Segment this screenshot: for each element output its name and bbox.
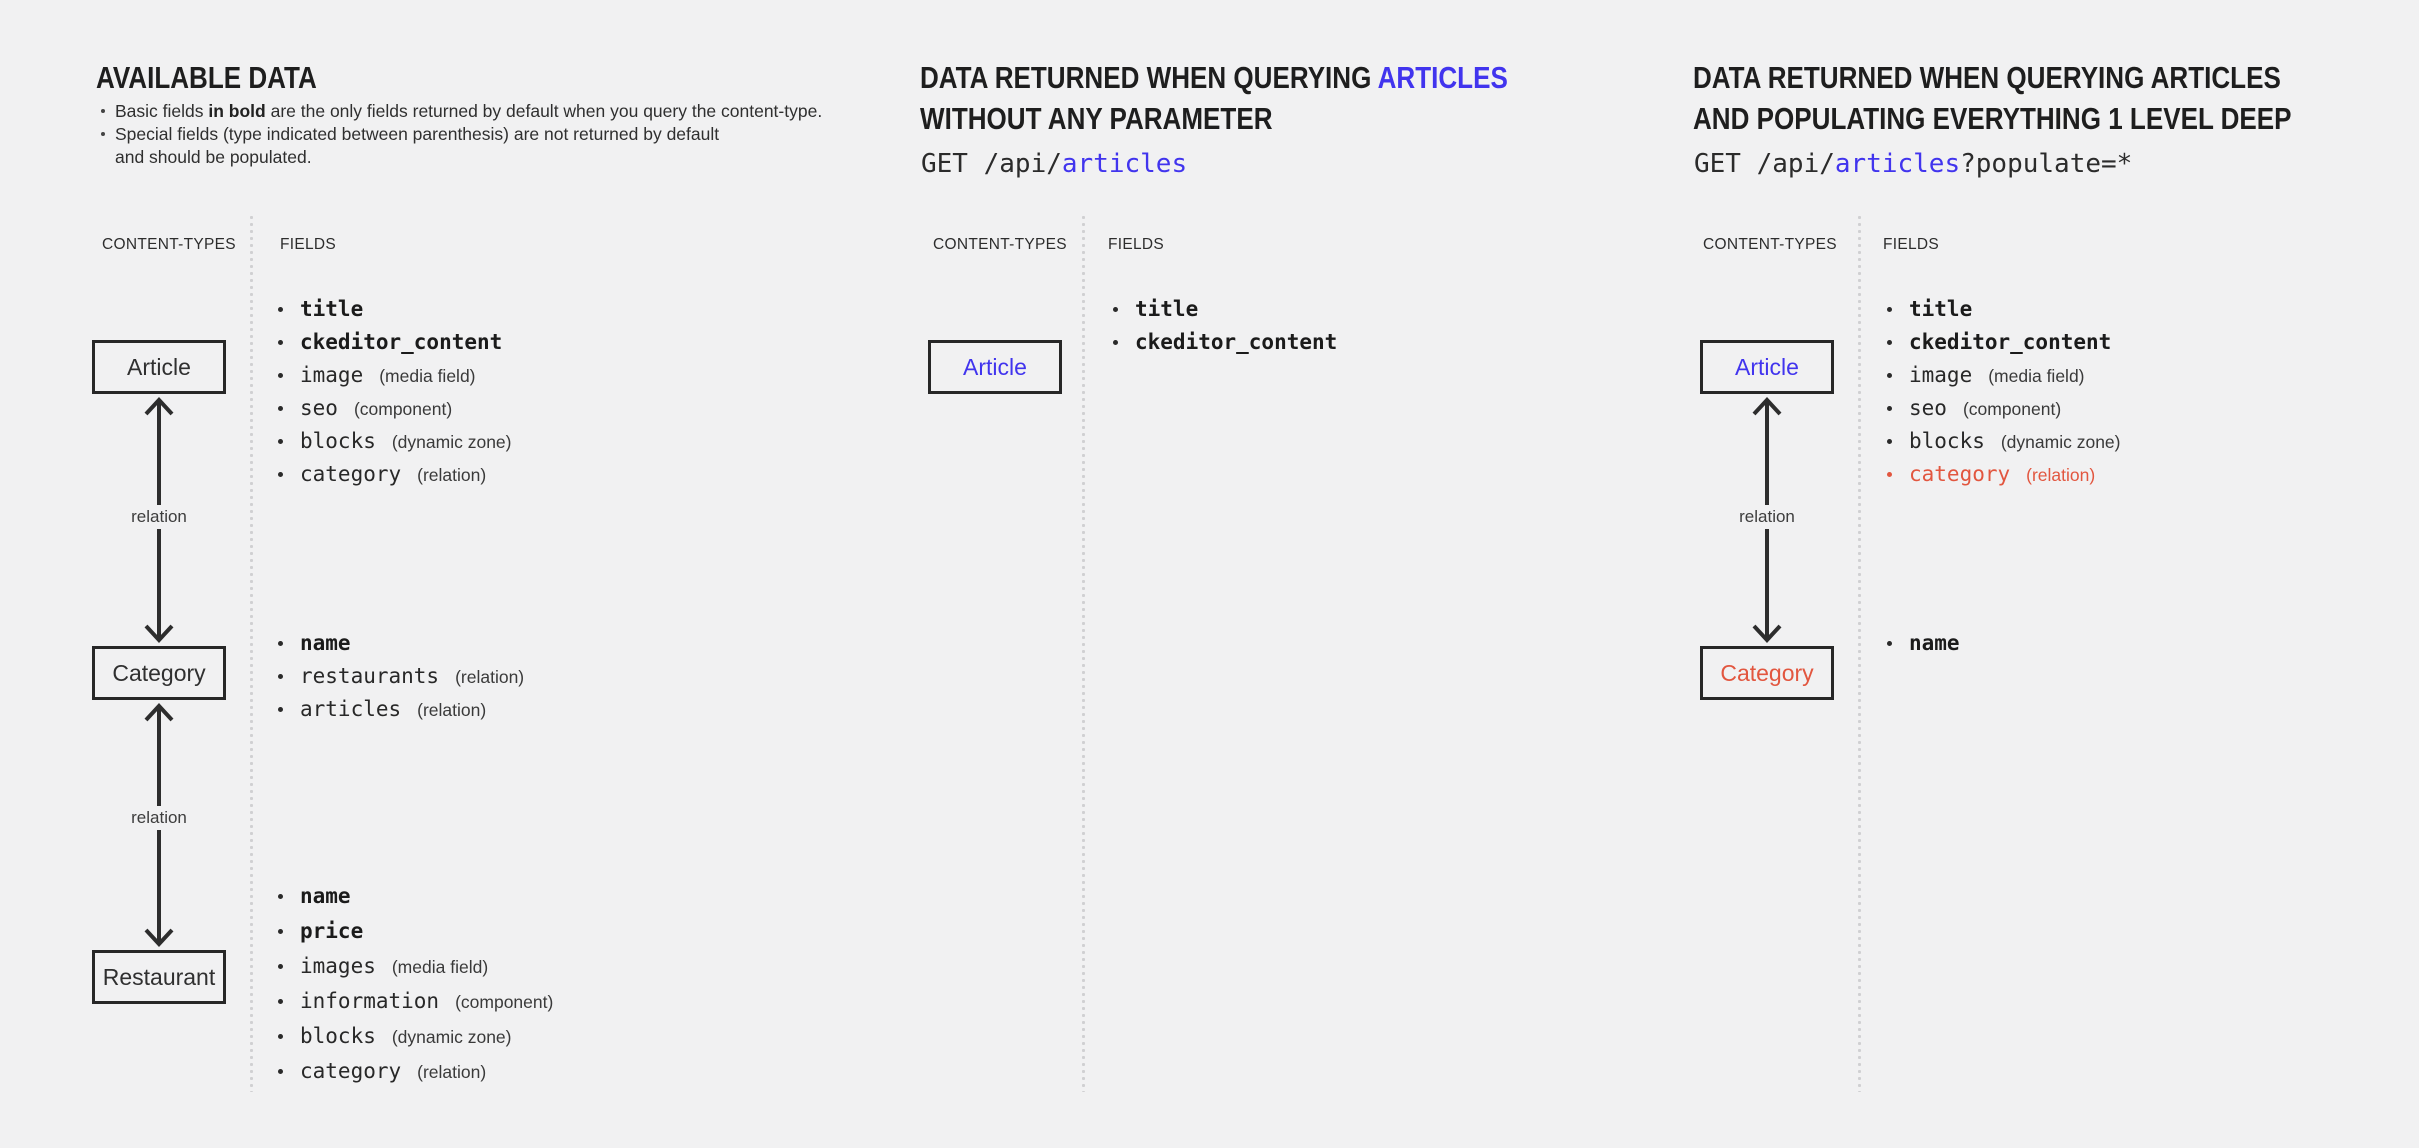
field-row: category (relation): [278, 459, 518, 492]
note-special-fields: Special fields (type indicated between p…: [101, 123, 901, 169]
title-accent-articles: ARTICLES: [1377, 60, 1508, 95]
field-row: category (relation): [278, 1055, 553, 1090]
bullet-icon: [278, 1069, 283, 1074]
bullet-icon: [101, 132, 105, 136]
field-row: title: [1887, 294, 2127, 327]
article-fields-list: title ckeditor_content image (media field…: [278, 294, 518, 492]
field-row: images (media field): [278, 950, 553, 985]
bullet-icon: [278, 439, 283, 444]
bullet-icon: [278, 641, 283, 646]
relation-label: relation: [127, 505, 191, 529]
bullet-icon: [278, 406, 283, 411]
bullet-icon: [101, 109, 105, 113]
field-row: articles (relation): [278, 694, 524, 727]
column-header-content-types: CONTENT-TYPES: [933, 236, 1067, 253]
box-label: Restaurant: [102, 963, 216, 990]
field-row: blocks (dynamic zone): [278, 1020, 553, 1055]
field-row: restaurants (relation): [278, 661, 524, 694]
box-label: Category: [112, 659, 206, 686]
field-row: seo (component): [278, 393, 518, 426]
bullet-icon: [278, 307, 283, 312]
bullet-icon: [1887, 340, 1892, 345]
title-line2: WITHOUT ANY PARAMETER: [920, 101, 1273, 136]
content-type-box-category: Category: [1700, 646, 1834, 700]
relation-label: relation: [127, 806, 191, 830]
box-label: Category: [1720, 659, 1814, 686]
field-row: price: [278, 915, 553, 950]
field-row: image (media field): [278, 360, 518, 393]
bullet-icon: [1887, 307, 1892, 312]
title-line1: DATA RETURNED WHEN QUERYING ARTICLES: [1693, 60, 2281, 95]
field-row-populated-relation: category (relation): [1887, 459, 2127, 492]
field-row: name: [278, 880, 553, 915]
bullet-icon: [1887, 406, 1892, 411]
field-row: name: [1887, 628, 1960, 661]
bullet-icon: [278, 472, 283, 477]
column-header-fields: FIELDS: [1108, 236, 1165, 253]
box-label: Article: [127, 353, 191, 380]
bullet-icon: [1887, 641, 1892, 646]
box-label: Article: [1735, 353, 1799, 380]
field-row: image (media field): [1887, 360, 2127, 393]
field-row: ckeditor_content: [1113, 327, 1337, 360]
column-header-content-types: CONTENT-TYPES: [1703, 236, 1837, 253]
column-header-fields: FIELDS: [1883, 236, 1940, 253]
field-row: ckeditor_content: [1887, 327, 2127, 360]
request-accent: articles: [1834, 149, 1961, 179]
content-type-box-category: Category: [92, 646, 226, 700]
section-title-no-parameter: DATA RETURNED WHEN QUERYING ARTICLES WIT…: [920, 57, 1508, 139]
dotted-separator: [1858, 214, 1861, 1092]
article-fields-list: title ckeditor_content image (media field…: [1887, 294, 2127, 492]
column-header-fields: FIELDS: [280, 236, 337, 253]
field-row: blocks (dynamic zone): [278, 426, 518, 459]
bullet-icon: [278, 929, 283, 934]
bullet-icon: [278, 894, 283, 899]
note-text: Basic fields in bold are the only fields…: [115, 101, 823, 121]
bullet-icon: [278, 999, 283, 1004]
section-title-available-data: AVAILABLE DATA: [96, 57, 317, 98]
article-fields-list: title ckeditor_content: [1113, 294, 1337, 360]
dotted-separator: [250, 214, 253, 1092]
bullet-icon: [278, 964, 283, 969]
note-basic-fields: Basic fields in bold are the only fields…: [101, 100, 901, 123]
restaurant-fields-list: name price images (media field) informati…: [278, 880, 553, 1090]
request-line-populate: GET /api/articles?populate=*: [1694, 149, 2133, 179]
bullet-icon: [1113, 340, 1118, 345]
content-type-box-restaurant: Restaurant: [92, 950, 226, 1004]
request-accent: articles: [1061, 149, 1188, 179]
bullet-icon: [278, 707, 283, 712]
request-line-no-parameter: GET /api/articles: [921, 149, 1188, 179]
field-row: information (component): [278, 985, 553, 1020]
field-row: seo (component): [1887, 393, 2127, 426]
bullet-icon: [278, 1034, 283, 1039]
section-title-populate-deep: DATA RETURNED WHEN QUERYING ARTICLES AND…: [1693, 57, 2292, 139]
relation-label: relation: [1735, 505, 1799, 529]
bullet-icon: [1887, 439, 1892, 444]
content-type-box-article: Article: [1700, 340, 1834, 394]
title-text: AVAILABLE DATA: [96, 60, 317, 95]
title-line2: AND POPULATING EVERYTHING 1 LEVEL DEEP: [1693, 101, 2292, 136]
field-row: blocks (dynamic zone): [1887, 426, 2127, 459]
content-type-box-article: Article: [928, 340, 1062, 394]
field-row: title: [278, 294, 518, 327]
field-row: title: [1113, 294, 1337, 327]
content-type-box-article: Article: [92, 340, 226, 394]
bullet-icon: [1113, 307, 1118, 312]
bullet-icon: [1887, 373, 1892, 378]
category-fields-list: name: [1887, 628, 1960, 661]
bullet-icon: [278, 373, 283, 378]
bullet-icon: [278, 674, 283, 679]
category-fields-list: name restaurants (relation) articles (rela…: [278, 628, 524, 727]
dotted-separator: [1082, 214, 1085, 1092]
column-header-content-types: CONTENT-TYPES: [102, 236, 236, 253]
bullet-icon: [1887, 472, 1892, 477]
field-row: name: [278, 628, 524, 661]
intro-notes: Basic fields in bold are the only fields…: [101, 100, 901, 169]
box-label: Article: [963, 353, 1027, 380]
note-text: Special fields (type indicated between p…: [115, 124, 720, 167]
bullet-icon: [278, 340, 283, 345]
title-line1: DATA RETURNED WHEN QUERYING ARTICLES: [920, 60, 1508, 95]
field-row: ckeditor_content: [278, 327, 518, 360]
